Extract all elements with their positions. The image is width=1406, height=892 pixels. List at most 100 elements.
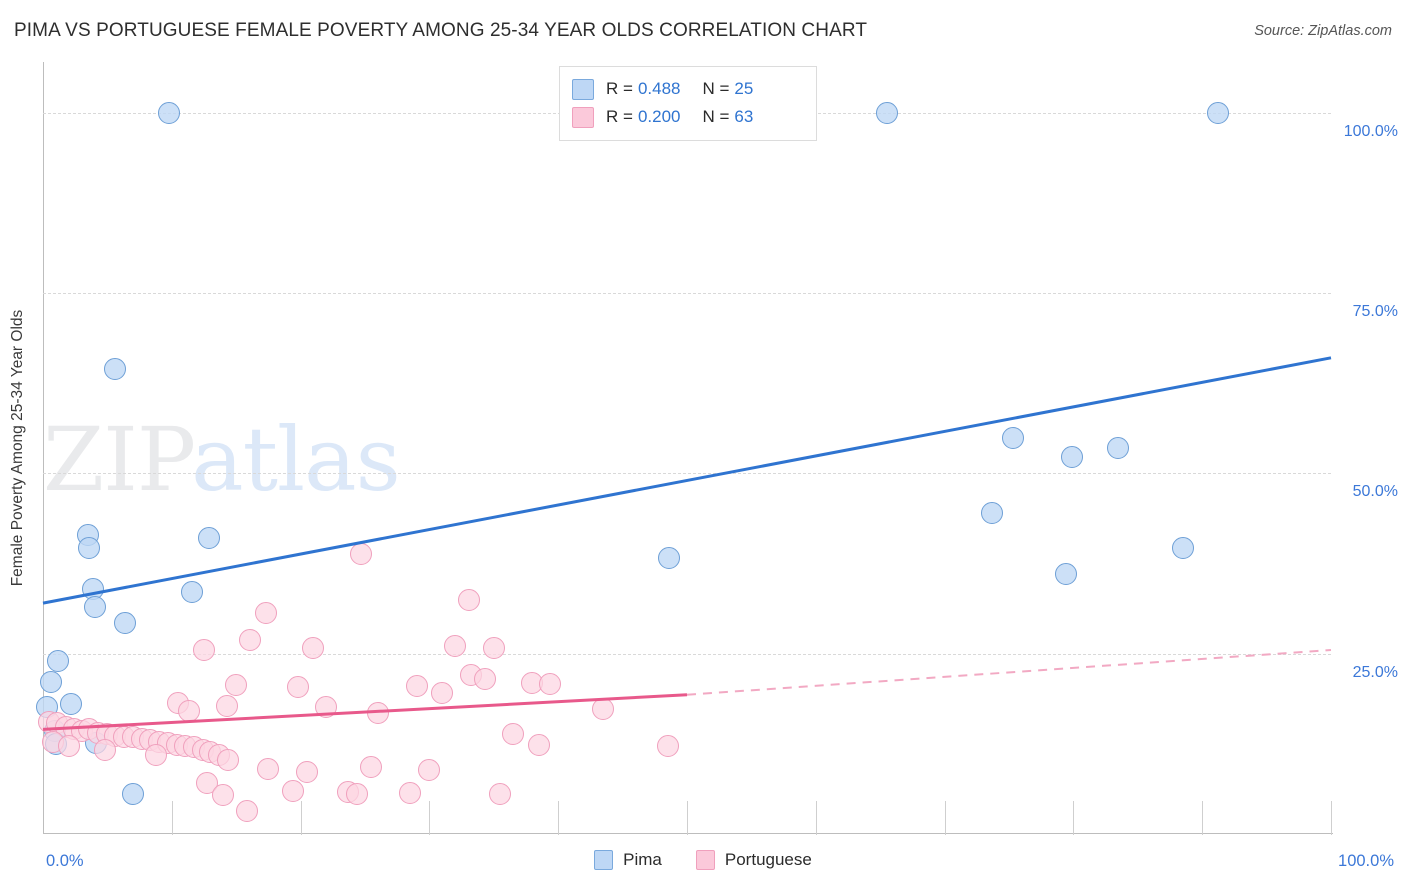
data-point[interactable] bbox=[1061, 445, 1084, 468]
data-point[interactable] bbox=[473, 667, 496, 690]
data-point[interactable] bbox=[1054, 562, 1077, 585]
data-point[interactable] bbox=[39, 671, 62, 694]
data-point[interactable] bbox=[482, 636, 505, 659]
data-point[interactable] bbox=[257, 758, 280, 781]
data-point[interactable] bbox=[235, 799, 258, 822]
x-axis-tick bbox=[300, 801, 302, 835]
data-point[interactable] bbox=[405, 675, 428, 698]
portuguese-swatch-icon bbox=[572, 106, 594, 128]
x-axis-line bbox=[43, 833, 1333, 834]
data-point[interactable] bbox=[539, 672, 562, 695]
data-point[interactable] bbox=[399, 781, 422, 804]
data-point[interactable] bbox=[592, 698, 615, 721]
data-point[interactable] bbox=[47, 649, 70, 672]
legend-swatch-pima-icon bbox=[594, 850, 614, 870]
data-point[interactable] bbox=[1001, 426, 1024, 449]
pima-r-value: 0.488 bbox=[637, 79, 681, 98]
data-point[interactable] bbox=[60, 693, 83, 716]
data-point[interactable] bbox=[145, 743, 168, 766]
y-tick-label: 25.0% bbox=[1352, 663, 1398, 681]
data-point[interactable] bbox=[104, 357, 127, 380]
data-point[interactable] bbox=[418, 758, 441, 781]
data-point[interactable] bbox=[366, 701, 389, 724]
gridline bbox=[43, 292, 1331, 294]
gridline bbox=[43, 473, 1331, 475]
data-point[interactable] bbox=[360, 755, 383, 778]
x-axis-tick bbox=[815, 801, 817, 835]
y-tick-label: 75.0% bbox=[1352, 302, 1398, 320]
x-axis-max-label: 100.0% bbox=[1338, 852, 1394, 870]
data-point[interactable] bbox=[458, 588, 481, 611]
data-point[interactable] bbox=[527, 734, 550, 757]
data-point[interactable] bbox=[346, 783, 369, 806]
legend-label-pima: Pima bbox=[623, 850, 662, 869]
portuguese-n-label: N = bbox=[702, 107, 730, 126]
data-point[interactable] bbox=[302, 636, 325, 659]
data-point[interactable] bbox=[287, 675, 310, 698]
x-axis-tick bbox=[429, 801, 431, 835]
data-point[interactable] bbox=[114, 612, 137, 635]
source-label: Source: ZipAtlas.com bbox=[1254, 23, 1392, 39]
page-title: PIMA VS PORTUGUESE FEMALE POVERTY AMONG … bbox=[14, 20, 868, 41]
x-axis-tick bbox=[1202, 801, 1204, 835]
gridline bbox=[43, 653, 1331, 655]
data-point[interactable] bbox=[225, 673, 248, 696]
data-point[interactable] bbox=[1171, 537, 1194, 560]
data-point[interactable] bbox=[195, 771, 218, 794]
data-point[interactable] bbox=[1206, 101, 1229, 124]
x-axis-tick bbox=[944, 801, 946, 835]
data-point[interactable] bbox=[83, 595, 106, 618]
data-point[interactable] bbox=[444, 635, 467, 658]
data-point[interactable] bbox=[198, 527, 221, 550]
data-point[interactable] bbox=[296, 760, 319, 783]
x-axis-tick bbox=[687, 801, 688, 835]
data-point[interactable] bbox=[431, 681, 454, 704]
data-point[interactable] bbox=[981, 501, 1004, 524]
data-point[interactable] bbox=[502, 722, 525, 745]
x-axis-tick bbox=[1073, 801, 1075, 835]
watermark: ZIPatlas bbox=[43, 408, 401, 511]
data-point[interactable] bbox=[122, 782, 145, 805]
portuguese-n-value: 63 bbox=[734, 107, 754, 126]
data-point[interactable] bbox=[177, 700, 200, 723]
data-point[interactable] bbox=[1107, 437, 1130, 459]
data-point[interactable] bbox=[350, 543, 373, 566]
data-point[interactable] bbox=[93, 739, 116, 762]
data-point[interactable] bbox=[181, 581, 204, 604]
legend-swatch-portuguese-icon bbox=[695, 850, 715, 870]
data-point[interactable] bbox=[281, 779, 304, 802]
watermark-zip: ZIP bbox=[43, 408, 192, 511]
stats-row-pima: R = 0.488 N = 25 bbox=[572, 75, 806, 103]
portuguese-r-label: R = bbox=[606, 107, 633, 126]
data-point[interactable] bbox=[489, 782, 512, 805]
y-tick-label: 50.0% bbox=[1352, 483, 1398, 501]
series-legend: Pima Portuguese bbox=[0, 850, 1406, 870]
legend-item-portuguese[interactable]: Portuguese bbox=[695, 850, 812, 870]
data-point[interactable] bbox=[217, 748, 240, 771]
x-axis-min-label: 0.0% bbox=[46, 852, 84, 870]
data-point[interactable] bbox=[57, 734, 80, 757]
data-point[interactable] bbox=[239, 628, 262, 651]
watermark-atlas: atlas bbox=[191, 408, 401, 511]
data-point[interactable] bbox=[78, 537, 101, 560]
data-point[interactable] bbox=[158, 101, 181, 124]
data-point[interactable] bbox=[656, 734, 679, 757]
data-point[interactable] bbox=[315, 696, 338, 719]
data-point[interactable] bbox=[875, 101, 898, 124]
stats-row-portuguese: R = 0.200 N = 63 bbox=[572, 103, 806, 131]
pima-r-label: R = bbox=[606, 79, 633, 98]
data-point[interactable] bbox=[193, 639, 215, 662]
x-axis-tick bbox=[171, 801, 173, 835]
pima-n-value: 25 bbox=[734, 79, 754, 98]
legend-item-pima[interactable]: Pima bbox=[594, 850, 662, 870]
x-axis-tick bbox=[1331, 801, 1332, 835]
y-tick-label: 100.0% bbox=[1343, 122, 1398, 140]
portuguese-r-value: 0.200 bbox=[637, 107, 681, 126]
data-point[interactable] bbox=[212, 784, 235, 807]
data-point[interactable] bbox=[657, 547, 680, 570]
data-point[interactable] bbox=[254, 602, 277, 625]
plot-area: ZIPatlas bbox=[35, 62, 1332, 835]
data-point[interactable] bbox=[216, 695, 239, 718]
correlation-stats-box: R = 0.488 N = 25 R = 0.200 N = 63 bbox=[559, 66, 817, 141]
